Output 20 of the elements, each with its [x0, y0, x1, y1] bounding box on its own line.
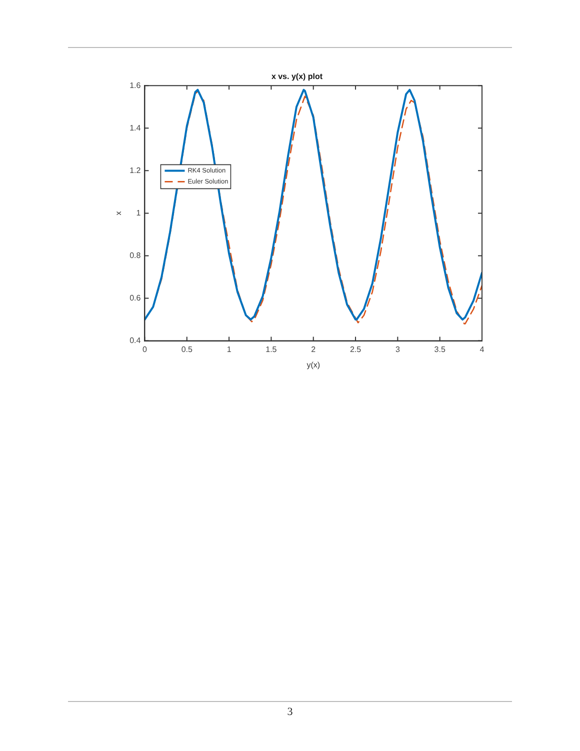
x-tick-label: 3.5: [434, 344, 446, 354]
chart-title: x vs. y(x) plot: [271, 72, 323, 82]
y-tick-label: 0.6: [130, 293, 142, 302]
y-tick-label: 1: [136, 208, 142, 218]
x-tick-label: 4: [480, 344, 485, 354]
x-tick-label: 2.5: [350, 344, 362, 354]
y-tick-label: 0.4: [130, 336, 142, 346]
x-tick-label: 3: [395, 344, 400, 354]
x-tick-label: 0.5: [181, 344, 193, 354]
y-tick-label: 1.6: [130, 80, 142, 90]
x-tick-label: 2: [311, 344, 316, 354]
y-tick-label: 0.8: [130, 250, 142, 260]
x-tick-label: 0: [142, 344, 148, 354]
y-tick-label: 1.4: [130, 123, 142, 132]
text: 3: [286, 706, 294, 718]
x-tick-label: 1: [226, 344, 232, 354]
x-tick-label: 1.5: [266, 344, 278, 354]
y-tick-label: 1.2: [130, 166, 142, 175]
x-axis-title: y(x): [306, 360, 320, 370]
y-axis-title: x: [114, 211, 124, 216]
